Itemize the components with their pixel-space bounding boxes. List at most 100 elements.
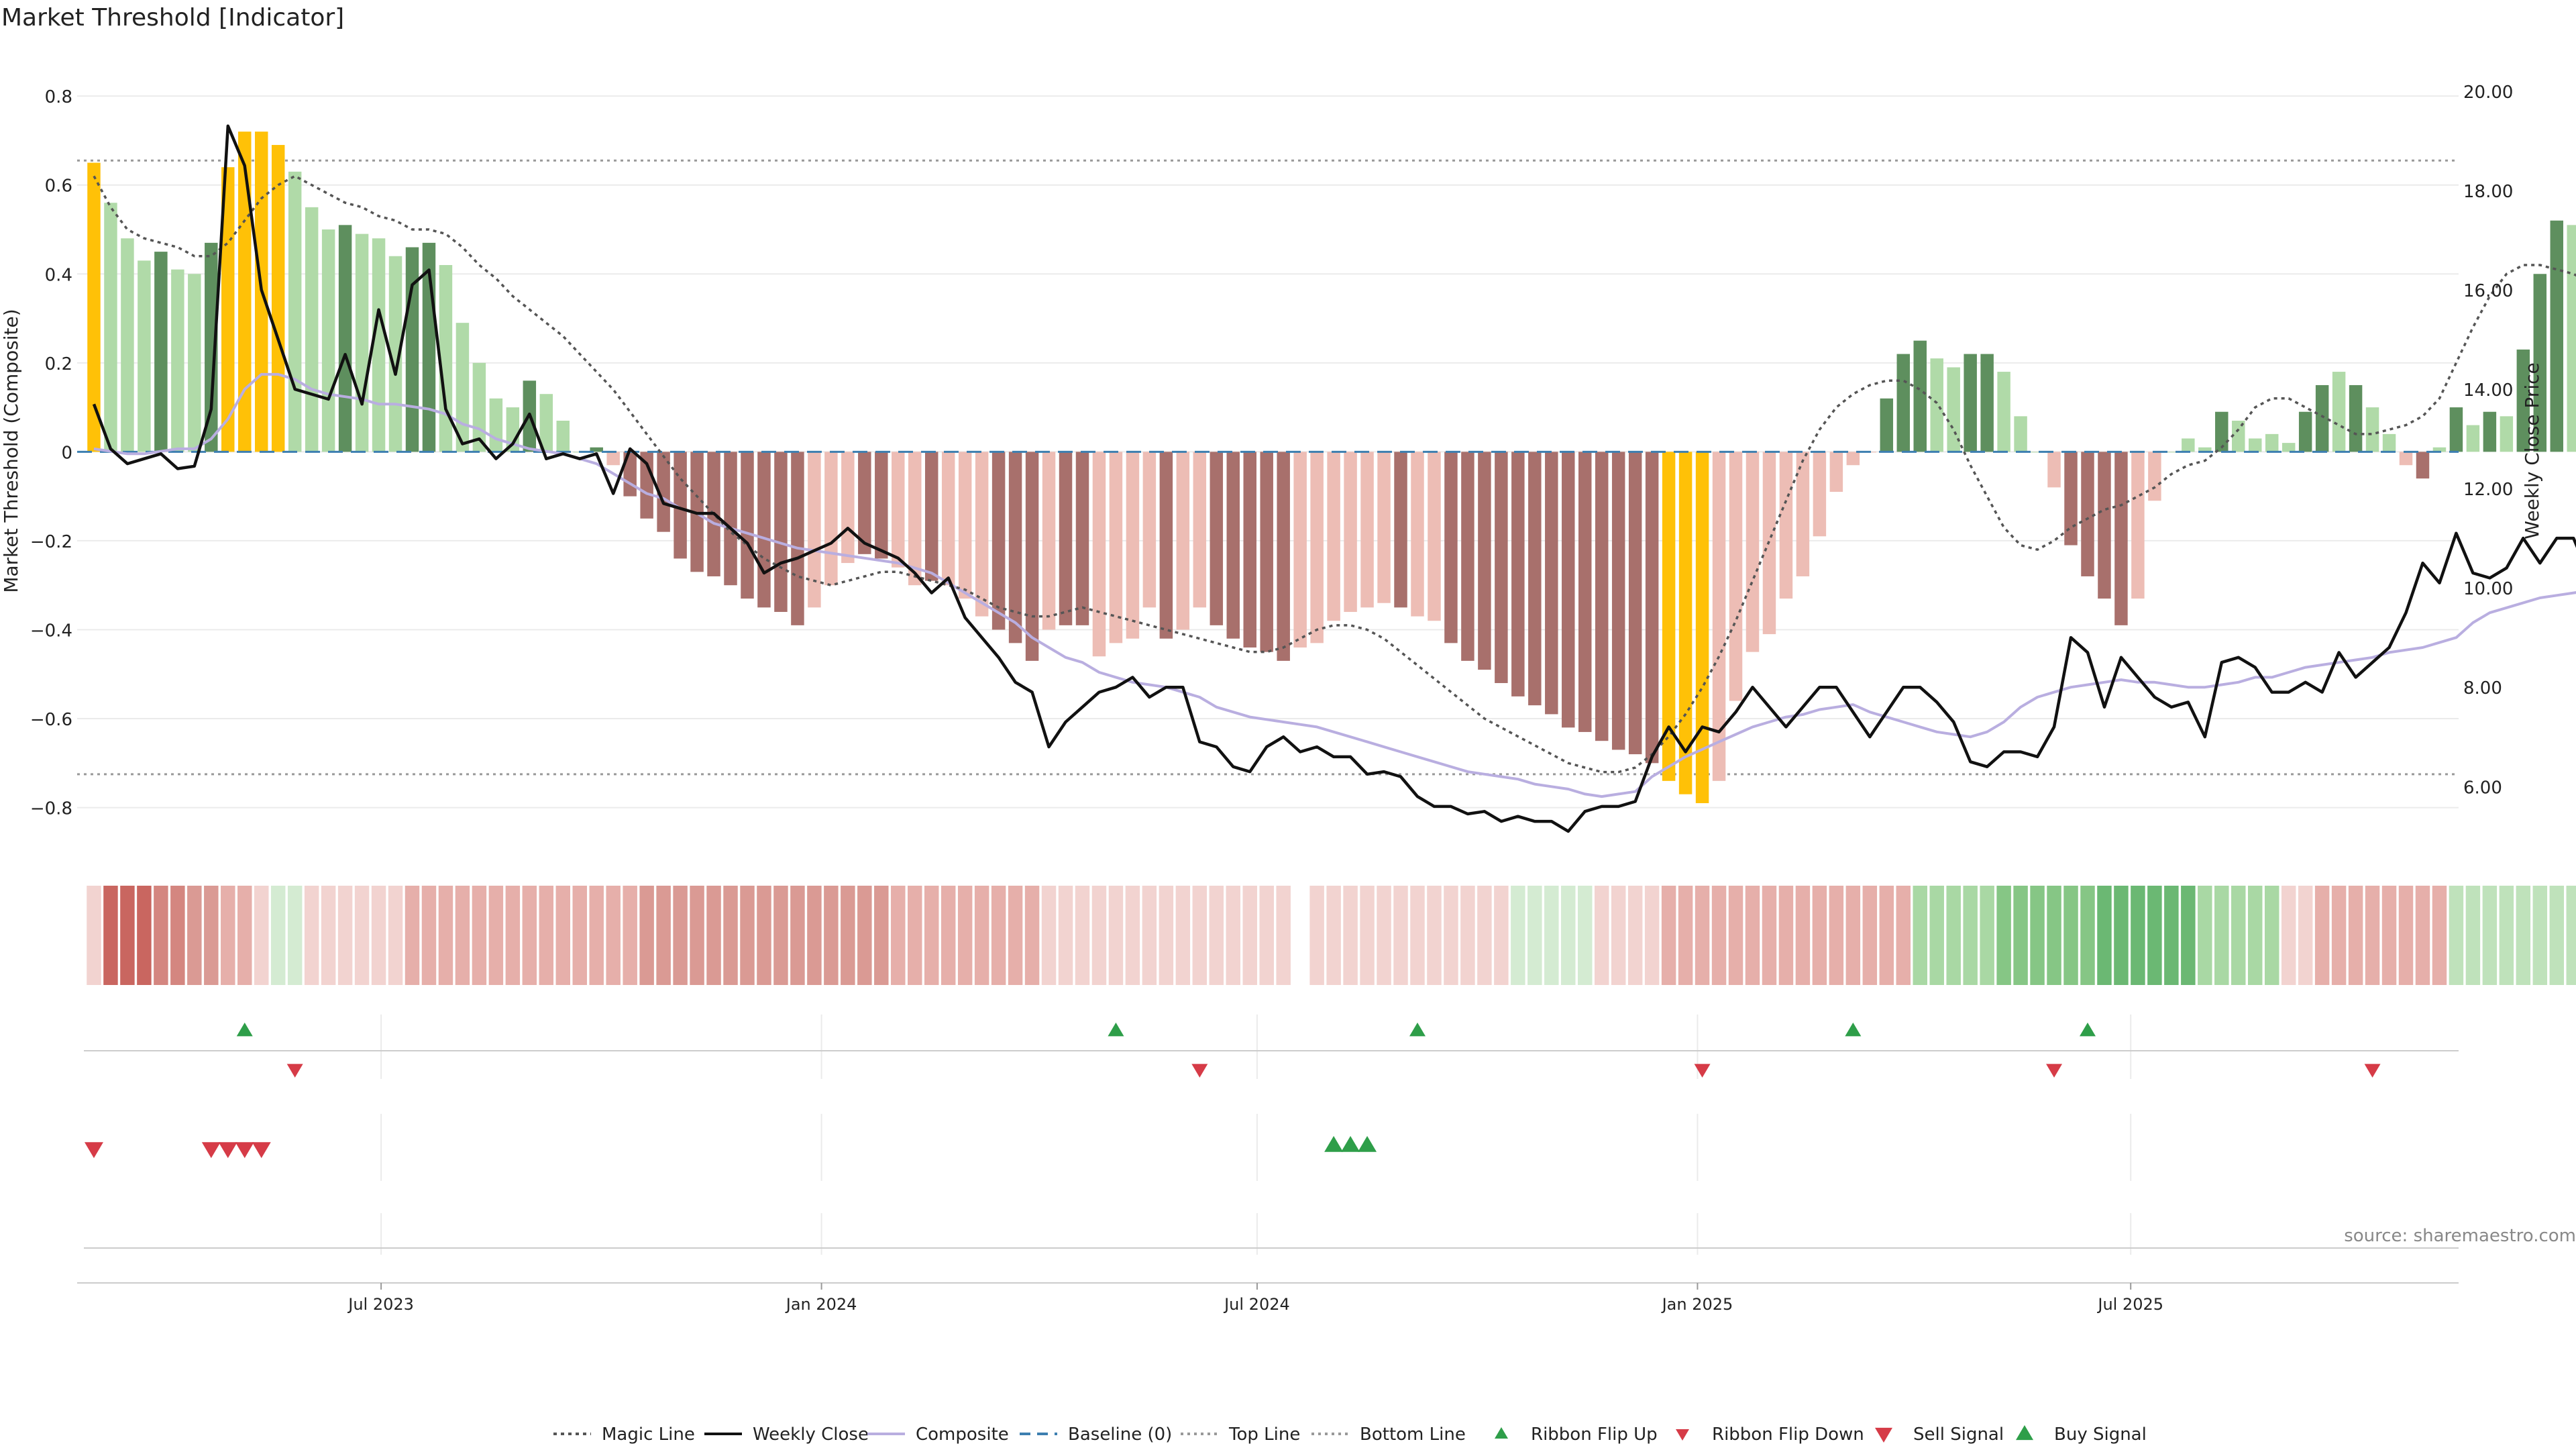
composite-bar [138,260,151,452]
composite-bar [1578,452,1592,732]
ribbon-cell [1276,886,1291,985]
composite-bar [1461,452,1474,661]
composite-bar [1611,452,1625,750]
composite-bar [104,203,117,452]
composite-bar [2315,384,2329,452]
ribbon-cell [1896,886,1911,985]
composite-bar [1176,452,1190,630]
composite-bar [2382,433,2396,452]
ribbon-cell [1795,886,1811,985]
composite-bar [238,132,252,452]
ribbon-cell [2097,886,2112,985]
composite-bar [1293,452,1307,647]
ribbon-cell [2080,886,2095,985]
sell-signal-marker [235,1142,254,1158]
ribbon-cell [354,886,370,985]
ribbon-cell [1024,886,1040,985]
composite-bar [1478,452,1491,670]
composite-bar [924,452,938,581]
composite-bar [355,234,369,452]
composite-bar [1360,452,1374,608]
buy-signal-marker [1341,1136,1360,1152]
ribbon-cell [2348,886,2363,985]
legend-bottom-line-label: Bottom Line [1360,1424,1466,1445]
ribbon-cell [2214,886,2229,985]
ribbon-cell [2314,886,2330,985]
ribbon-cell [405,886,420,985]
right-tick-label: 18.00 [2463,182,2513,202]
composite-bar [1662,452,1676,781]
ribbon-cell [371,886,386,985]
composite-bar [1008,452,1022,643]
ribbon-cell [1644,886,1660,985]
ribbon-cell [924,886,939,985]
legend-ribbon-flip-down-label: Ribbon Flip Down [1712,1424,1864,1445]
composite-bar [1595,452,1609,741]
legend-buy-signal-label: Buy Signal [2054,1424,2147,1445]
composite-bar [1243,452,1256,647]
composite-bar [1142,452,1157,608]
composite-bar [2500,416,2514,452]
ribbon-cell [1192,886,1208,985]
ribbon-cell [1577,886,1593,985]
ribbon-cell [1929,886,1944,985]
composite-bar [657,452,670,532]
ribbon-cell [2482,886,2498,985]
composite-bar [674,452,687,559]
legend-sell-signal-label: Sell Signal [1913,1424,2004,1445]
ribbon-cell [1393,886,1408,985]
composite-bar [1980,354,1994,452]
ribbon-cell [1561,886,1576,985]
composite-bar [1260,452,1273,652]
ribbon-flip-down-marker [2046,1064,2063,1078]
composite-bar [2248,438,2262,452]
composite-bar [975,452,989,617]
left-tick-label: 0.4 [45,265,72,285]
ribbon-flip-up-marker [2079,1023,2096,1037]
composite-bar [1528,452,1542,706]
ribbon-cell [2281,886,2296,985]
chart-title: Market Threshold [Indicator] [1,4,344,32]
composite-bar [2516,349,2530,452]
right-tick-label: 12.00 [2463,480,2513,500]
ribbon-cell [1259,886,1274,985]
ribbon-cell [1360,886,1375,985]
ribbon-cell [1996,886,2011,985]
composite-bar [2215,411,2229,452]
ribbon-cell [1460,886,1475,985]
composite-bar [1109,452,1123,643]
composite-bar [1796,452,1810,576]
date-tick-label: Jul 2024 [1223,1295,1290,1314]
composite-bar [724,452,737,586]
ribbon-cell [1980,886,1994,985]
composite-bar [1712,452,1726,781]
composite-bar [1562,452,1575,728]
ribbon-cell [1477,886,1492,985]
ribbon-cell [1091,886,1107,985]
ribbon-cell [2449,886,2464,985]
legend-ribbon-flip-down-swatch [1676,1429,1689,1441]
composite-bar [1428,452,1441,621]
composite-bar [1126,452,1140,639]
composite-bar [288,171,302,452]
date-axis: Jul 2023 Jan 2024 Jul 2024 Jan 2025 Jul 2025 [77,1282,2459,1314]
composite-bar [2265,433,2279,452]
ribbon-cell [1309,886,1324,985]
series-lines [77,124,2576,833]
composite-bar [1193,452,1207,608]
ribbon-cell [187,886,202,985]
ribbon-cell [1678,886,1693,985]
composite-bar [2232,420,2245,452]
ribbon-cell [740,886,755,985]
ribbon-cell [2131,886,2145,985]
ribbon-cell [1594,886,1609,985]
ribbon-cell [1041,886,1057,985]
ribbon-cell [606,886,621,985]
sell-signal-marker [252,1142,271,1158]
composite-bar [2047,452,2061,488]
composite-bar [489,398,503,452]
composite-bar [774,452,788,612]
ribbon-cell [2298,886,2313,985]
